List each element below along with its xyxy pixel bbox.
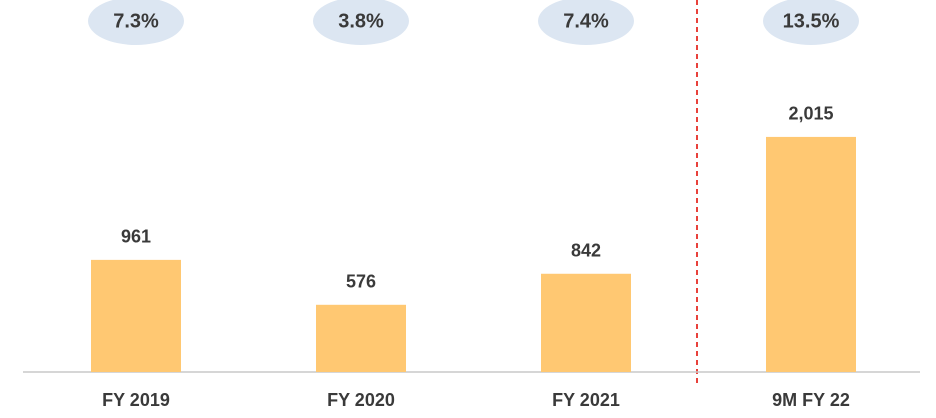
bar (766, 136, 856, 372)
x-tick-label: FY 2020 (327, 390, 395, 410)
annotation-bubble (313, 0, 409, 45)
value-label: 2,015 (788, 104, 833, 124)
bar (541, 273, 631, 372)
bar (316, 304, 406, 372)
value-label: 961 (121, 227, 151, 247)
annotation: 7.3% (113, 10, 159, 32)
value-label: 842 (571, 241, 601, 261)
value-label: 576 (346, 272, 376, 292)
bar (91, 259, 181, 372)
annotation: 3.8% (338, 10, 384, 32)
annotation-bubble (538, 0, 634, 45)
annotation-bubble (763, 0, 859, 45)
x-tick-label: FY 2021 (552, 390, 620, 410)
annotation: 7.4% (563, 10, 609, 32)
annotation-bubble (88, 0, 184, 45)
x-tick-label: 9M FY 22 (772, 390, 850, 410)
annotation: 13.5% (783, 10, 840, 32)
x-tick-label: FY 2019 (102, 390, 170, 410)
